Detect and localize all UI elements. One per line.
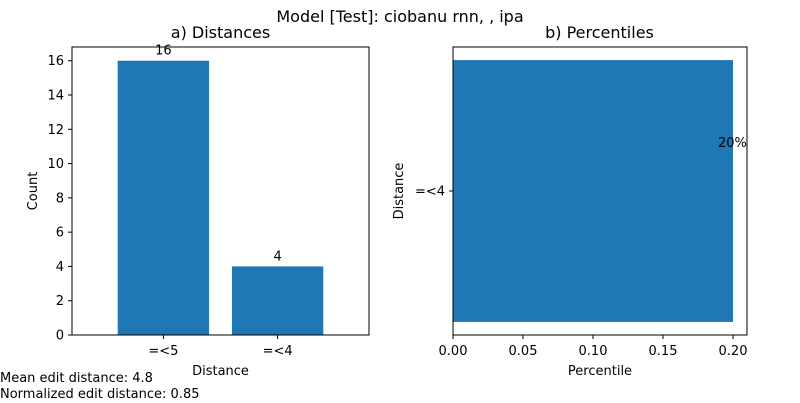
x-tick-label: 0.00: [439, 344, 468, 359]
y-tick-label: 4: [56, 260, 64, 275]
chart-b-bars: 20%: [453, 60, 747, 322]
x-tick-label: 0.20: [719, 344, 748, 359]
y-tick-label: 14: [47, 89, 64, 104]
chart-a-bars: 16 4: [117, 44, 324, 335]
figure-suptitle: Model [Test]: ciobanu rnn, , ipa: [276, 7, 523, 26]
bar-percentile: [453, 60, 733, 322]
chart-a-xlabel: Distance: [192, 364, 249, 379]
chart-a-yaxis: 0 2 4 6 8 10 12 14 16: [47, 54, 72, 344]
y-tick-label: 2: [56, 294, 64, 309]
x-tick-label: =<5: [148, 344, 178, 359]
x-tick-label: =<4: [263, 344, 293, 359]
normalized-edit-distance-note: Normalized edit distance: 0.85: [0, 387, 200, 402]
chart-a-xaxis: =<5 =<4: [148, 335, 293, 359]
x-tick-label: 0.15: [649, 344, 678, 359]
y-tick-label: 12: [47, 123, 64, 138]
chart-percentiles: b) Percentiles 20% =<4 0.00 0.05 0.10 0.15 0…: [392, 23, 748, 379]
chart-b-ylabel: Distance: [392, 163, 407, 220]
bar-distance: [117, 60, 210, 335]
bar-distance: [231, 266, 324, 335]
chart-b-xlabel: Percentile: [568, 364, 632, 379]
y-tick-label: 10: [47, 157, 64, 172]
chart-a-title: a) Distances: [171, 23, 270, 42]
chart-b-yaxis: =<4: [415, 185, 453, 200]
chart-a-ylabel: Count: [26, 172, 41, 211]
y-tick-label: 8: [56, 191, 64, 206]
x-tick-label: 0.05: [509, 344, 538, 359]
chart-b-xaxis: 0.00 0.05 0.10 0.15 0.20: [439, 335, 748, 359]
mean-edit-distance-note: Mean edit distance: 4.8: [0, 371, 153, 386]
chart-distances: a) Distances 16 4 0 2 4 6 8 10 12 14 16 =<5 =<4 Co…: [26, 23, 370, 379]
y-tick-label: 6: [56, 226, 64, 241]
chart-a-frame: [71, 46, 370, 336]
chart-b-title: b) Percentiles: [545, 23, 654, 42]
y-tick-label: =<4: [415, 185, 445, 200]
bar-value-label: 20%: [718, 136, 747, 151]
bar-value-label: 4: [273, 249, 281, 264]
y-tick-label: 16: [47, 54, 64, 69]
x-tick-label: 0.10: [579, 344, 608, 359]
bar-value-label: 16: [155, 44, 172, 59]
y-tick-label: 0: [56, 329, 64, 344]
